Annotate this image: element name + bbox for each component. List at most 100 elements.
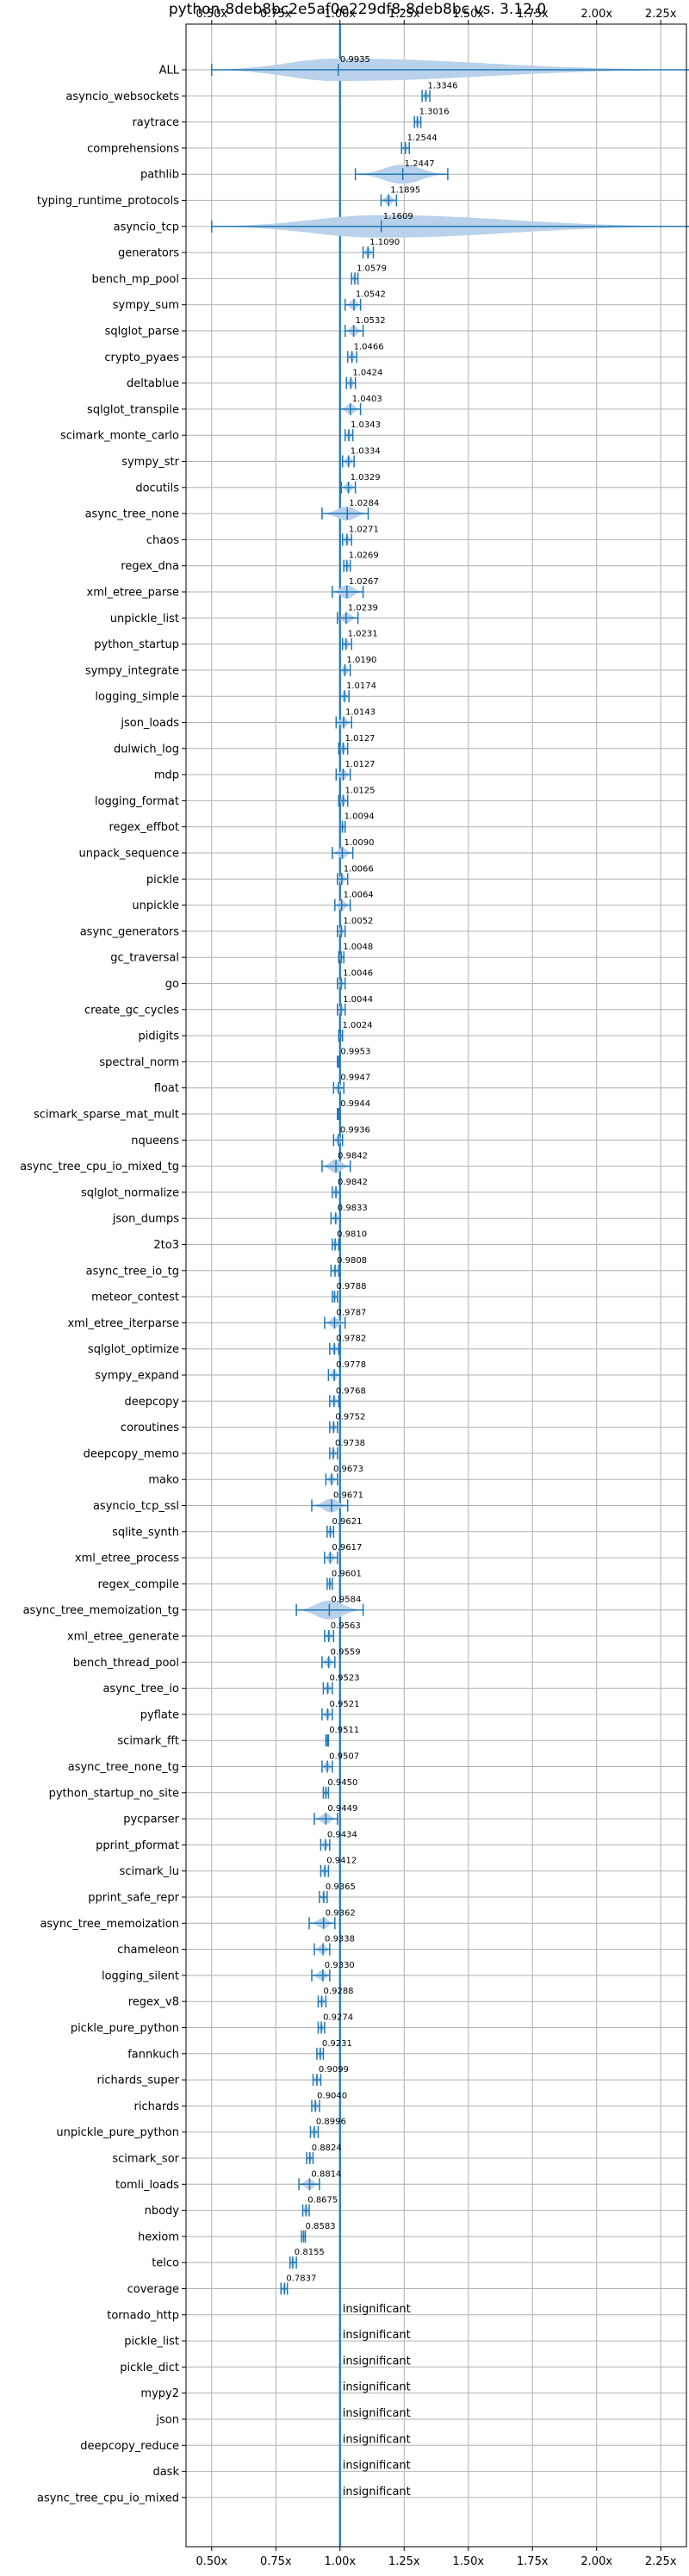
category-label: deepcopy_reduce (80, 2440, 179, 2453)
category-label: async_tree_memoization_tg (23, 1604, 179, 1617)
x-tick-label-top: 1.75x (517, 8, 549, 21)
category-label: chameleon (117, 1944, 179, 1957)
value-label: 1.0424 (352, 369, 382, 378)
insignificant-label: insignificant (343, 2303, 411, 2316)
category-label: pidigits (139, 1030, 180, 1043)
category-label: docutils (135, 482, 179, 495)
category-label: async_tree_none (85, 508, 179, 521)
value-label: 0.9953 (340, 1047, 370, 1056)
category-label: async_tree_memoization (40, 1918, 179, 1931)
value-label: 1.0064 (344, 891, 374, 900)
value-label: 0.9673 (333, 1465, 363, 1474)
value-label: 0.9434 (327, 1830, 357, 1839)
x-tick-label-top: 2.00x (580, 8, 612, 21)
value-label: 1.0267 (349, 577, 379, 587)
category-label: pathlib (140, 169, 179, 182)
category-label: raytrace (132, 116, 179, 129)
value-label: 0.9507 (329, 1752, 359, 1762)
value-label: 0.9788 (336, 1282, 366, 1291)
value-label: 0.9842 (338, 1178, 368, 1187)
insignificant-label: insignificant (343, 2433, 411, 2446)
chart-title: python-8deb8bc2e5af0e229df8-8deb8bc vs. … (169, 1, 546, 18)
category-label: logging_silent (102, 1969, 179, 1982)
category-label: mypy2 (140, 2387, 179, 2400)
category-label: json_loads (120, 717, 179, 730)
category-label: logging_format (95, 795, 179, 808)
grid-layer (186, 24, 686, 2547)
category-label: sqlite_synth (112, 1526, 179, 1539)
value-label: 1.2447 (405, 159, 435, 169)
category-label: asyncio_websockets (65, 90, 179, 103)
value-label: 0.9944 (340, 1099, 370, 1109)
x-tick-label-bottom: 2.00x (580, 2555, 612, 2568)
value-label: 1.0125 (344, 786, 375, 795)
value-label: 1.1609 (383, 212, 413, 221)
value-label: 1.2544 (407, 134, 438, 143)
category-label: regex_dna (121, 560, 179, 573)
value-label: 1.0284 (349, 499, 379, 508)
category-label: 2to3 (153, 1239, 179, 1252)
insignificant-label: insignificant (343, 2407, 411, 2420)
value-label: 0.9521 (329, 1700, 359, 1709)
category-label: coverage (127, 2283, 179, 2296)
category-label: hexiom (138, 2231, 179, 2243)
value-label: 0.9040 (317, 2091, 347, 2100)
value-label: 0.9511 (329, 1726, 359, 1735)
value-label: 0.9617 (332, 1543, 362, 1552)
value-label: 0.8814 (311, 2169, 341, 2179)
category-label: unpickle (132, 899, 179, 912)
value-label: 0.9738 (335, 1439, 365, 1448)
x-tick-label-bottom: 1.00x (324, 2555, 356, 2568)
value-label: 1.0046 (343, 969, 373, 979)
value-label: 1.0048 (343, 943, 373, 952)
category-label: mako (148, 1474, 179, 1487)
value-label: 1.1090 (369, 238, 400, 247)
category-label: async_tree_io_tg (86, 1265, 179, 1278)
category-label: spectral_norm (99, 1056, 179, 1069)
category-label: async_tree_cpu_io_mixed (37, 2492, 179, 2504)
value-label: 0.9274 (323, 2013, 353, 2023)
category-label: json (155, 2414, 179, 2427)
value-label: 0.9752 (335, 1413, 365, 1422)
value-label: 1.0532 (356, 316, 386, 326)
value-label: 0.9412 (326, 1857, 357, 1866)
value-label: 0.9833 (338, 1204, 368, 1213)
value-label: 0.9671 (333, 1491, 363, 1501)
category-label: xml_etree_parse (87, 587, 179, 600)
category-label: dask (152, 2466, 179, 2479)
value-label: 1.0269 (349, 551, 379, 561)
value-label: 1.0403 (352, 395, 382, 404)
value-label: 1.0066 (344, 864, 374, 874)
value-label: 0.9330 (325, 1961, 355, 1970)
x-tick-label-bottom: 1.25x (388, 2555, 420, 2568)
value-label: 1.0579 (357, 264, 387, 273)
category-label: deepcopy (124, 1396, 179, 1409)
category-label: json_dumps (112, 1213, 179, 1226)
x-tick-label-bottom: 2.25x (645, 2555, 677, 2568)
category-label: pprint_pformat (96, 1839, 179, 1852)
x-tick-label-bottom: 1.75x (517, 2555, 549, 2568)
x-tick-label-top: 0.50x (196, 8, 227, 21)
category-label: sympy_integrate (85, 664, 179, 677)
insignificant-label: insignificant (343, 2355, 411, 2368)
x-tick-label-top: 1.25x (388, 8, 420, 21)
category-label: sqlglot_optimize (88, 1343, 179, 1356)
x-tick-label-bottom: 0.75x (260, 2555, 292, 2568)
plot-frame (185, 23, 687, 2548)
value-label: 0.9338 (325, 1935, 355, 1944)
value-label: 0.9782 (336, 1335, 366, 1344)
category-label: pycparser (123, 1814, 179, 1826)
x-tick-label-top: 2.25x (645, 8, 677, 21)
value-label: 0.9523 (330, 1674, 360, 1683)
value-label: 0.9231 (322, 2039, 352, 2049)
value-label: 1.0466 (354, 342, 384, 352)
category-label: richards (134, 2100, 180, 2113)
value-label: 0.9365 (326, 1882, 356, 1892)
value-label: 1.0334 (351, 447, 381, 457)
category-label: python_startup (94, 638, 179, 651)
category-label: async_tree_none_tg (68, 1761, 179, 1774)
category-label: float (154, 1082, 179, 1095)
category-label: async_generators (80, 925, 180, 938)
value-label: 0.9808 (337, 1256, 367, 1266)
